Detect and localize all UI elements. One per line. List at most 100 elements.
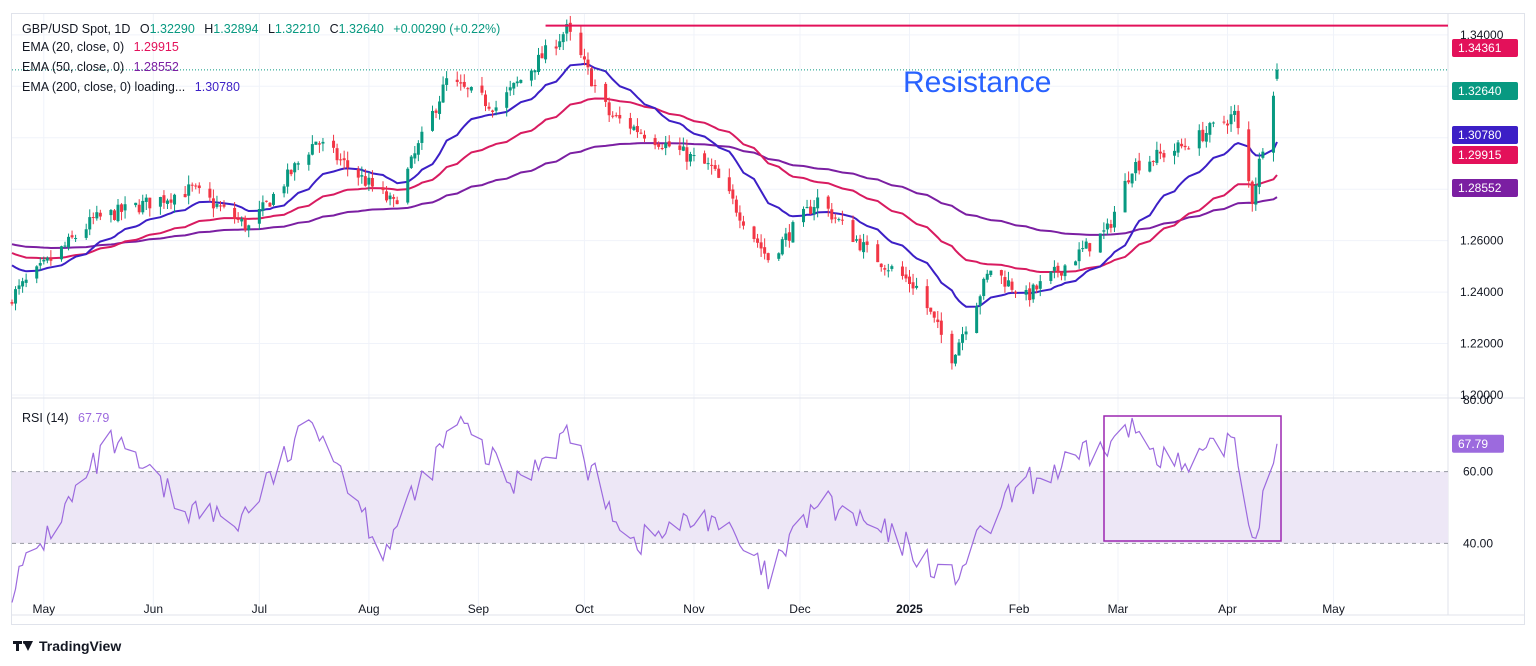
candle-up [173, 194, 177, 205]
candle-down [582, 56, 586, 60]
candle-up [109, 210, 113, 216]
candle-down [703, 153, 707, 164]
candle-up [1208, 123, 1212, 135]
candle-down [1158, 151, 1162, 154]
candle-up [812, 207, 816, 215]
candle-up [1102, 230, 1106, 232]
tradingview-brand[interactable]: TradingView [13, 638, 121, 654]
candle-up [1123, 180, 1127, 213]
candle-up [42, 259, 46, 262]
resistance-label: Resistance [903, 66, 1051, 99]
ema20-value: 1.29915 [133, 40, 179, 54]
candle-up [293, 163, 297, 173]
candle-up [63, 245, 67, 247]
time-axis-label: Jun [144, 602, 163, 616]
candle-up [430, 110, 434, 131]
price-badge-label: 1.34361 [1458, 41, 1502, 55]
candle-down [904, 274, 908, 279]
candle-up [805, 206, 809, 209]
candle-down [1162, 153, 1166, 158]
candle-down [900, 266, 904, 276]
candle-down [1151, 161, 1155, 163]
candle-up [35, 266, 39, 279]
candle-up [247, 225, 251, 231]
candle-up [24, 279, 28, 283]
candle-up [1024, 289, 1028, 295]
candle-up [529, 70, 533, 81]
rsi-label: RSI (14) [22, 411, 69, 425]
time-axis-label: Apr [1218, 602, 1237, 616]
price-tick-label: 1.22000 [1460, 337, 1504, 351]
price-badge [1452, 179, 1518, 197]
candle-up [1038, 281, 1042, 289]
candle-down [342, 158, 346, 161]
candle-up [508, 87, 512, 91]
chart-frame [11, 13, 1525, 625]
candle-down [233, 208, 237, 219]
candle-down [830, 209, 834, 220]
ema-lines [11, 62, 1278, 308]
ema200-legend[interactable]: EMA (200, close, 0) loading... 1.30780 [22, 79, 240, 95]
candle-up [17, 285, 21, 289]
ema50-value: 1.28552 [133, 60, 179, 74]
candle-up [989, 270, 993, 275]
candle-down [1137, 160, 1141, 171]
candle-up [1112, 211, 1116, 228]
candle-down [628, 118, 632, 129]
rsi-legend[interactable]: RSI (14) 67.79 [22, 410, 109, 426]
candle-up [158, 197, 162, 207]
high-value: 1.32894 [213, 22, 259, 36]
candle-up [985, 273, 989, 280]
candle-up [144, 197, 148, 202]
candle-down [169, 199, 173, 203]
price-badge [1452, 146, 1518, 164]
candle-up [296, 163, 300, 165]
candle-down [339, 159, 343, 161]
candle-down [395, 200, 399, 205]
ema20-legend[interactable]: EMA (20, close, 0) 1.29915 [22, 39, 179, 55]
candle-down [568, 22, 572, 32]
candle-up [321, 141, 325, 144]
candle-up [257, 209, 261, 224]
close-label: C [329, 22, 339, 36]
ema200-line [11, 62, 1278, 308]
candle-up [494, 107, 498, 111]
candle-down [183, 194, 187, 198]
brand-name: TradingView [39, 638, 122, 654]
candle-down [487, 106, 491, 109]
candle-down [731, 189, 735, 199]
candle-down [678, 145, 682, 150]
ema50-legend[interactable]: EMA (50, close, 0) 1.28552 [22, 59, 179, 75]
candle-down [480, 85, 484, 93]
time-axis-label: Sep [468, 602, 490, 616]
candle-down [710, 164, 714, 166]
candle-down [459, 82, 463, 84]
candle-down [734, 199, 738, 213]
candle-down [911, 282, 915, 289]
price-badge-label: 1.29915 [1458, 148, 1502, 162]
candle-up [886, 270, 890, 272]
price-tick-label: 1.26000 [1460, 234, 1504, 248]
price-badge [1452, 39, 1518, 57]
candle-up [544, 45, 548, 60]
ema20-line [11, 97, 1278, 273]
tradingview-logo-icon [13, 639, 35, 653]
candle-down [554, 46, 558, 49]
candle-down [385, 191, 389, 201]
candle-up [802, 208, 806, 223]
candle-down [883, 268, 887, 270]
candle-up [271, 193, 275, 205]
candle-up [307, 154, 311, 165]
candle-up [957, 342, 961, 356]
candle-up [438, 101, 442, 114]
candle-down [657, 143, 661, 147]
candle-down [876, 244, 880, 263]
candle-up [45, 257, 49, 261]
price-badge [1452, 82, 1518, 100]
candle-down [851, 220, 855, 242]
candle-up [416, 143, 420, 155]
candle-down [434, 110, 438, 113]
candle-down [763, 247, 767, 254]
candle-up [1229, 114, 1233, 125]
